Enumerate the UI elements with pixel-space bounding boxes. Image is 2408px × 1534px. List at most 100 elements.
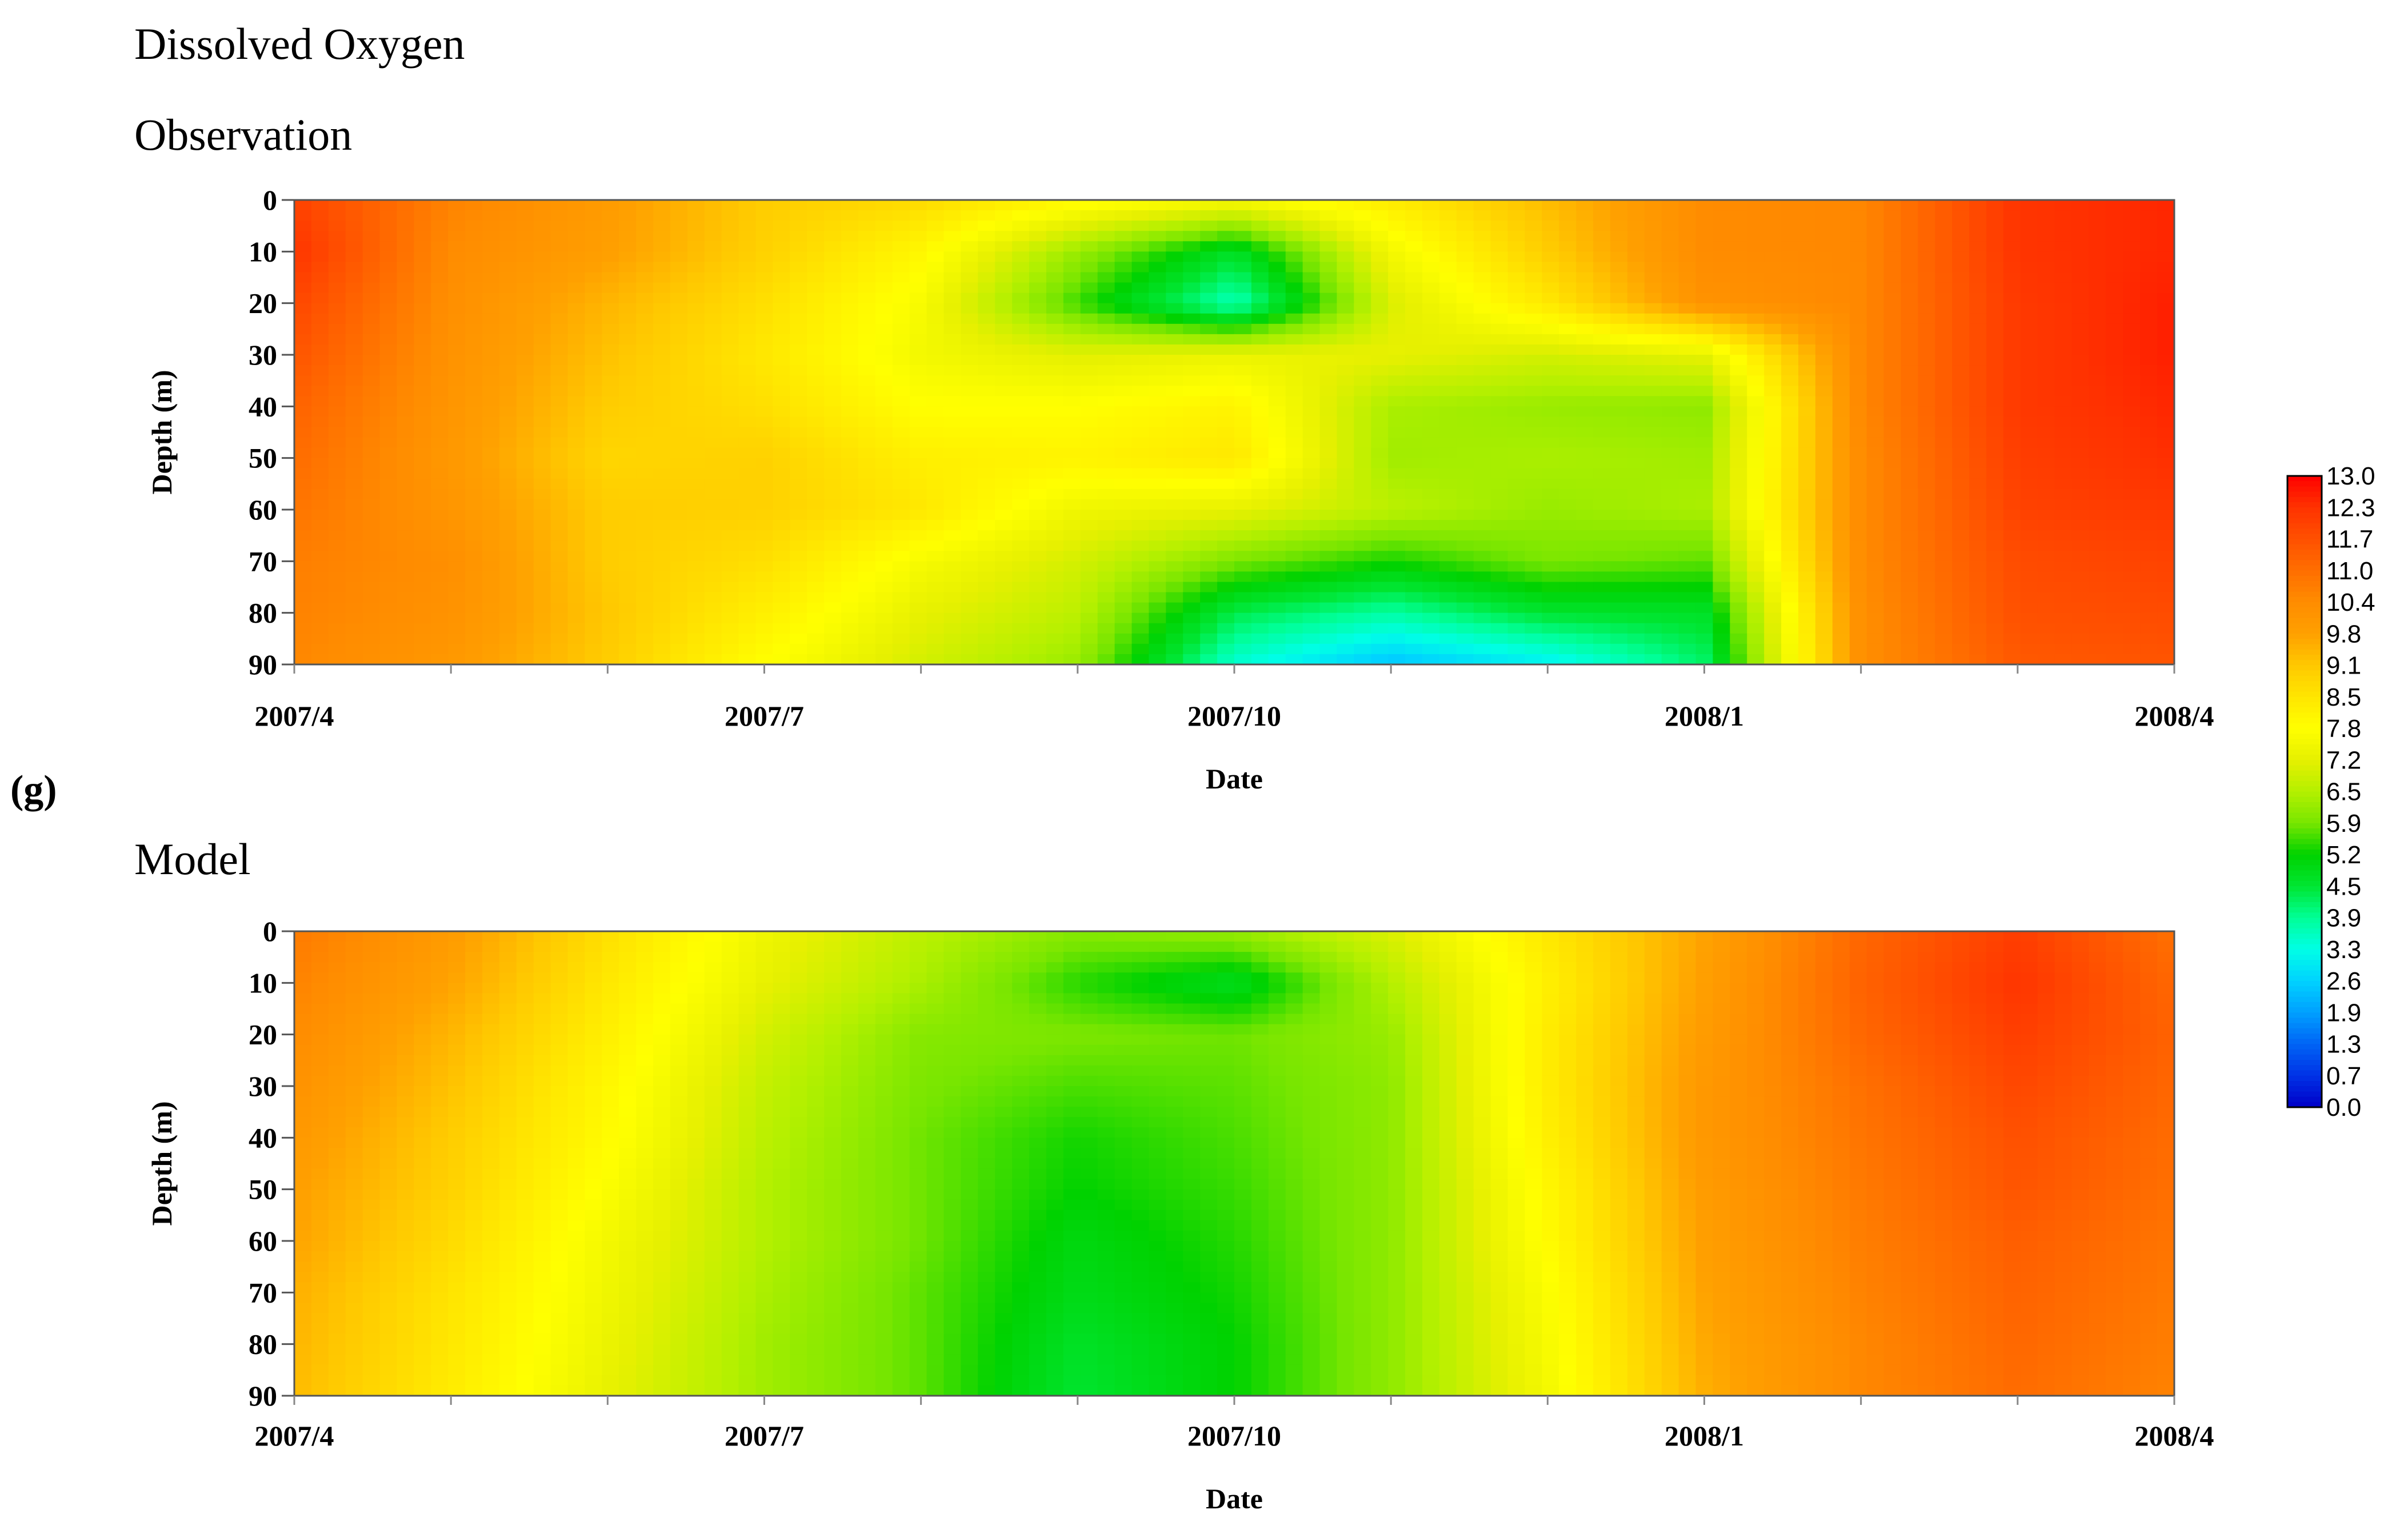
heatmap-cell xyxy=(448,334,466,345)
heatmap-cell xyxy=(379,633,398,644)
heatmap-cell xyxy=(2106,592,2124,603)
heatmap-cell xyxy=(1781,437,1799,448)
heatmap-cell xyxy=(1251,643,1269,655)
heatmap-cell xyxy=(1849,643,1867,655)
heatmap-cell xyxy=(567,602,586,614)
heatmap-cell xyxy=(1661,241,1679,253)
heatmap-cell xyxy=(2106,510,2124,520)
heatmap-cell xyxy=(1319,530,1338,541)
heatmap-cell xyxy=(345,478,363,490)
heatmap-cell xyxy=(311,334,329,345)
heatmap-cell xyxy=(670,654,688,665)
heatmap-cell xyxy=(1114,221,1133,231)
heatmap-cell xyxy=(414,427,432,438)
heatmap-cell xyxy=(790,499,808,510)
heatmap-cell xyxy=(1576,313,1594,325)
heatmap-cell xyxy=(431,488,449,500)
heatmap-cell xyxy=(1507,334,1526,345)
heatmap-cell xyxy=(1337,303,1355,314)
heatmap-cell xyxy=(1337,561,1355,572)
heatmap-cell xyxy=(1302,344,1321,355)
heatmap-cell xyxy=(619,488,637,500)
heatmap-cell xyxy=(1080,406,1098,418)
heatmap-cell xyxy=(755,221,774,231)
heatmap-cell xyxy=(345,633,363,644)
heatmap-cell xyxy=(1764,520,1782,531)
heatmap-cell xyxy=(1268,365,1286,376)
heatmap-cell xyxy=(1217,200,1235,211)
heatmap-cell xyxy=(1747,334,1765,345)
heatmap-cell xyxy=(1473,499,1491,510)
heatmap-cell xyxy=(875,396,893,407)
heatmap-cell xyxy=(961,344,979,355)
heatmap-cell xyxy=(1149,654,1167,665)
heatmap-cell xyxy=(2157,200,2175,211)
heatmap-cell xyxy=(755,375,774,386)
heatmap-cell xyxy=(1029,406,1047,418)
heatmap-cell xyxy=(687,510,705,520)
heatmap-cell xyxy=(1901,386,1919,397)
heatmap-cell xyxy=(1149,499,1167,510)
heatmap-cell xyxy=(362,251,381,263)
heatmap-cell xyxy=(1456,365,1474,376)
heatmap-cell xyxy=(1166,520,1184,531)
heatmap-cell xyxy=(824,406,842,418)
heatmap-cell xyxy=(1456,427,1474,438)
heatmap-cell xyxy=(1695,499,1714,510)
heatmap-cell xyxy=(1542,231,1560,242)
heatmap-cell xyxy=(1131,654,1150,665)
heatmap-cell xyxy=(1952,427,1970,438)
heatmap-cell xyxy=(943,375,962,386)
heatmap-cell xyxy=(448,520,466,531)
heatmap-cell xyxy=(1576,488,1594,500)
heatmap-cell xyxy=(1029,437,1047,448)
heatmap-cell xyxy=(943,623,962,634)
heatmap-cell xyxy=(499,241,517,253)
heatmap-cell xyxy=(1063,582,1081,593)
heatmap-cell xyxy=(909,293,927,304)
heatmap-cell xyxy=(328,282,346,294)
heatmap-cell xyxy=(704,602,722,614)
heatmap-cell xyxy=(1490,427,1509,438)
heatmap-cell xyxy=(909,551,927,562)
heatmap-cell xyxy=(1644,602,1662,614)
heatmap-cell xyxy=(1559,654,1577,665)
heatmap-cell xyxy=(294,293,312,304)
heatmap-cell xyxy=(2003,262,2021,273)
heatmap-cell xyxy=(1046,520,1064,531)
heatmap-cell xyxy=(961,468,979,479)
heatmap-cell xyxy=(533,437,551,448)
heatmap-cell xyxy=(1883,582,1902,593)
heatmap-cell xyxy=(1251,458,1269,469)
heatmap-cell xyxy=(1217,355,1235,366)
heatmap-cell xyxy=(1935,241,1953,253)
heatmap-cell xyxy=(858,592,876,603)
heatmap-cell xyxy=(499,571,517,583)
heatmap-cell xyxy=(345,468,363,479)
heatmap-cell xyxy=(1593,375,1611,386)
heatmap-cell xyxy=(1542,355,1560,366)
heatmap-cell xyxy=(1610,221,1628,231)
heatmap-cell xyxy=(619,499,637,510)
heatmap-cell xyxy=(448,355,466,366)
heatmap-cell xyxy=(1371,623,1389,634)
heatmap-cell xyxy=(1251,262,1269,273)
heatmap-cell xyxy=(1131,221,1150,231)
heatmap-cell xyxy=(1354,520,1372,531)
heatmap-cell xyxy=(1405,416,1423,428)
heatmap-cell xyxy=(1200,210,1218,221)
heatmap-cell xyxy=(773,241,791,253)
panel-label: (g) xyxy=(10,768,57,812)
heatmap-cell xyxy=(2071,375,2090,386)
heatmap-cell xyxy=(1371,200,1389,211)
heatmap-cell xyxy=(1063,313,1081,325)
heatmap-cell xyxy=(995,488,1013,500)
heatmap-cell xyxy=(1832,468,1850,479)
heatmap-cell xyxy=(1952,654,1970,665)
heatmap-cell xyxy=(1542,633,1560,644)
heatmap-cell xyxy=(1251,396,1269,407)
heatmap-cell xyxy=(1097,386,1115,397)
heatmap-cell xyxy=(1883,241,1902,253)
heatmap-cell xyxy=(1371,323,1389,335)
heatmap-cell xyxy=(2157,571,2175,583)
